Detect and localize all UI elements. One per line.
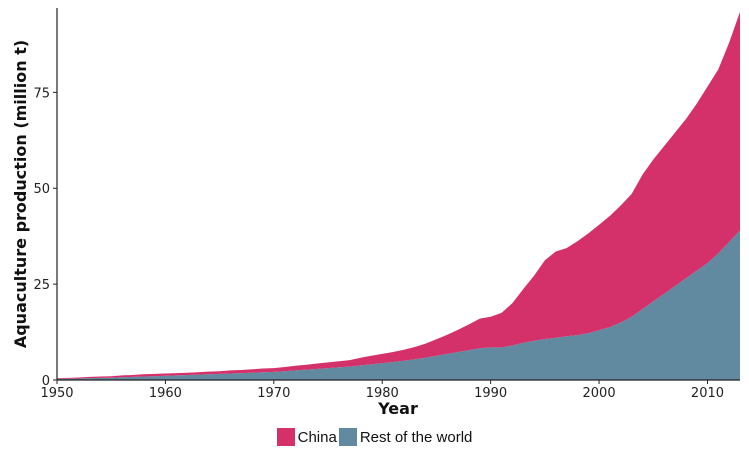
x-tick-label: 1980 bbox=[366, 386, 399, 401]
y-axis-ticks: 0 25 50 75 bbox=[33, 86, 57, 389]
y-axis-title: Aquaculture production (million t) bbox=[11, 40, 30, 348]
x-tick-label: 1960 bbox=[149, 386, 182, 401]
x-tick-label: 1990 bbox=[474, 386, 507, 401]
area-china bbox=[57, 11, 740, 379]
x-axis-title: Year bbox=[377, 399, 418, 418]
area-rest-of-the-world bbox=[57, 230, 740, 380]
legend-swatch-china bbox=[276, 428, 295, 446]
y-tick-label: 75 bbox=[33, 86, 50, 101]
y-tick-label: 50 bbox=[33, 182, 50, 197]
legend-label-rest-of-world: Rest of the world bbox=[359, 428, 473, 446]
legend-label-china: China bbox=[297, 428, 337, 446]
x-tick-label: 2000 bbox=[583, 386, 616, 401]
x-tick-label: 1970 bbox=[257, 386, 290, 401]
legend-item-rest-of-world: Rest of the world bbox=[338, 428, 473, 446]
x-axis-ticks: 1950 1960 1970 1980 1990 2000 2010 bbox=[40, 380, 724, 401]
x-tick-label: 2010 bbox=[691, 386, 724, 401]
area-chart: 1950 1960 1970 1980 1990 2000 2010 0 25 50 75 Yea… bbox=[11, 8, 740, 418]
legend-swatch-rest-of-world bbox=[338, 428, 357, 446]
stacked-areas bbox=[57, 11, 740, 380]
legend: China Rest of the world bbox=[0, 428, 749, 446]
x-tick-label: 1950 bbox=[40, 386, 73, 401]
y-tick-label: 0 bbox=[42, 374, 50, 389]
legend-item-china: China bbox=[276, 428, 337, 446]
y-tick-label: 25 bbox=[33, 278, 50, 293]
